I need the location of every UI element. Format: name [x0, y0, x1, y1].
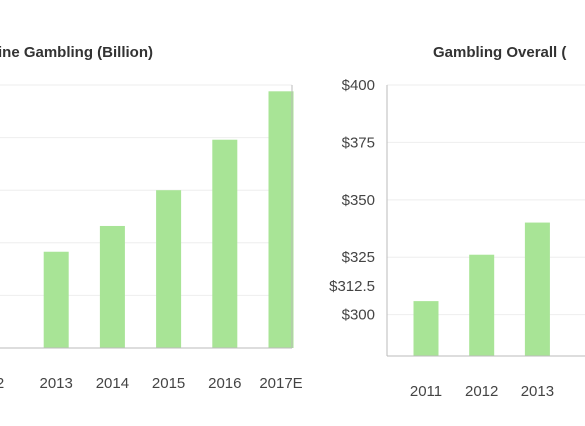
x-tick-label: 2012 [465, 383, 498, 400]
bar-2017E [268, 91, 294, 348]
bar-2016 [212, 139, 238, 348]
chart-title: Gambling Overall ( [433, 44, 566, 61]
bar-2015 [156, 190, 182, 348]
y-tick-label: $312.5 [329, 278, 375, 295]
chart-title: ine Gambling (Billion) [0, 44, 153, 61]
x-tick-label: 2014 [96, 375, 129, 392]
x-tick-label: 2011 [410, 383, 442, 400]
bar-2014 [99, 225, 125, 348]
gambling-overall-chart: Gambling Overall ( 2011201220132$400$375… [329, 44, 585, 400]
y-tick-label: $350 [342, 192, 375, 209]
x-tick-label: 2013 [521, 383, 554, 400]
y-tick-label: $300 [342, 307, 375, 324]
bar-2013 [43, 251, 69, 348]
x-tick-label: 2015 [152, 375, 185, 392]
x-tick-label: 2013 [40, 375, 73, 392]
bar-2012 [469, 254, 495, 356]
online-gambling-chart: ine Gambling (Billion) 2 2013 2014 2015 2016… [0, 44, 303, 392]
y-tick-label: $375 [342, 134, 375, 151]
y-tick-label: $325 [342, 249, 375, 266]
y-tick-label: $400 [342, 77, 375, 94]
x-tick-label: 2 [0, 375, 4, 392]
bar-2011 [413, 301, 439, 356]
bar-2013 [524, 222, 550, 356]
x-tick-label: 2017E [259, 375, 302, 392]
x-tick-label: 2016 [208, 375, 241, 392]
